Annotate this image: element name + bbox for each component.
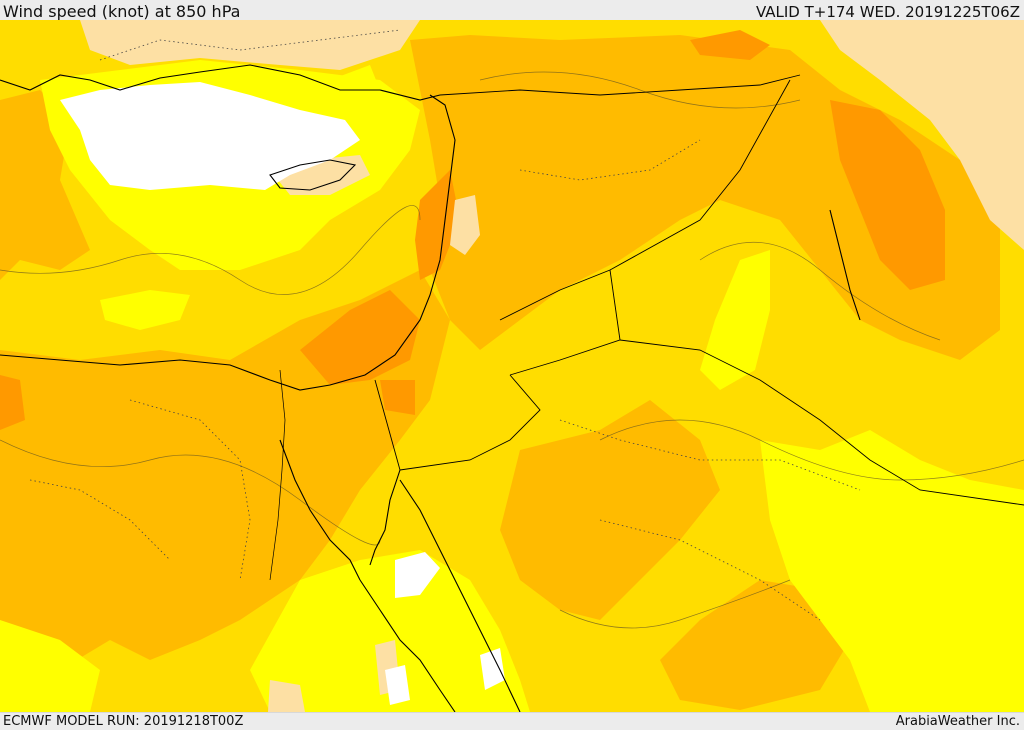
northeast-very-light [820, 20, 1024, 250]
map-footer: ECMWF MODEL RUN: 20191218T00Z ArabiaWeat… [0, 712, 1024, 730]
aleppo-light-patch [330, 65, 380, 105]
contour-2 [0, 439, 381, 546]
lebanon-strong-core [415, 170, 460, 280]
valid-time: VALID T+174 WED. 20191225T06Z [755, 3, 1020, 21]
turkey-very-light [80, 20, 420, 70]
cyprus-coast [269, 159, 357, 191]
turkey-south-coast [0, 64, 441, 101]
calm-area-east-med [60, 82, 360, 190]
contour-4 [699, 241, 941, 341]
credit: ArabiaWeather Inc. [895, 714, 1020, 729]
border-sinai-jordan [399, 374, 541, 471]
aqaba-gulf-coast [369, 469, 401, 566]
jordan-valley-very-light [450, 195, 480, 255]
border-jordan-saudi [509, 339, 1024, 506]
southeast-fresh-patch [660, 580, 850, 710]
med-south-coast [0, 94, 456, 391]
med-south-light [100, 290, 190, 330]
syria-strong-core [830, 100, 945, 290]
contour-5 [479, 71, 801, 109]
wind-contours [0, 71, 1024, 629]
model-run: ECMWF MODEL RUN: 20191218T00Z [3, 714, 244, 729]
iraq-light-strip [700, 250, 770, 390]
south-very-light [268, 680, 305, 712]
red-sea-east-coast [399, 479, 521, 712]
calm-patch-south [480, 648, 505, 690]
west-fresh-area [0, 90, 90, 280]
border-egypt-israel [374, 379, 401, 471]
admin-saudi-2 [599, 519, 821, 621]
calm-patch-coast [385, 665, 410, 705]
admin-borders [29, 29, 861, 621]
map-canvas [0, 20, 1024, 712]
egypt-strong-core [0, 375, 25, 430]
gulf-coast [829, 209, 861, 321]
calm-patch-red-sea [395, 552, 440, 598]
sinai-strong-core [380, 380, 415, 415]
west-egypt-light [0, 620, 100, 712]
wind-speed-map [0, 20, 1024, 712]
nile-river [269, 369, 286, 581]
coastlines [0, 64, 861, 712]
east-light-patch [895, 610, 1000, 710]
red-sea-west-coast [359, 579, 456, 712]
border-syria-jordan [609, 269, 621, 341]
arabia-fresh-patch [500, 400, 720, 620]
border-syria-iraq [499, 79, 791, 321]
contour-6 [559, 579, 791, 629]
contour-3 [599, 419, 1024, 481]
map-header: Wind speed (knot) at 850 hPa VALID T+174… [0, 0, 1024, 21]
east-med-strong-core [300, 290, 420, 385]
contour-1 [0, 205, 421, 295]
political-borders [374, 74, 1024, 506]
border-turkey-syria [439, 74, 801, 96]
north-strong-core [690, 30, 770, 60]
map-title: Wind speed (knot) at 850 hPa [3, 2, 241, 21]
suez-gulf-coast [279, 439, 361, 581]
